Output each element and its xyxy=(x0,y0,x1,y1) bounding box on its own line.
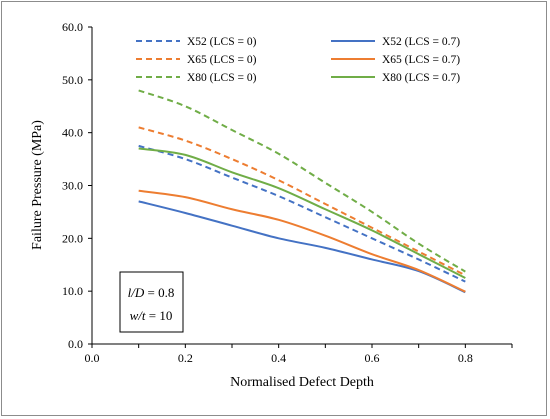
y-tick-label: 40.0 xyxy=(62,126,83,140)
series-line-x52-lcs-0 xyxy=(138,144,466,283)
series-layer xyxy=(138,89,466,294)
x-axis-title: Normalised Defect Depth xyxy=(230,375,374,390)
x-tick-label: 0.2 xyxy=(178,351,193,365)
annotation-line-1: l/D = 0.8 xyxy=(128,285,175,300)
x-tick-label: 0.0 xyxy=(85,351,100,365)
annotation-line-2: w/t = 10 xyxy=(130,308,173,323)
x-tick-label: 0.6 xyxy=(365,351,380,365)
y-tick-label: 50.0 xyxy=(62,73,83,87)
y-tick-label: 20.0 xyxy=(62,231,83,245)
series-line-x65-lcs-0 xyxy=(138,126,466,277)
legend-label: X52 (LCS = 0.7) xyxy=(382,36,460,48)
y-tick-label: 30.0 xyxy=(62,179,83,193)
legend-label: X80 (LCS = 0.7) xyxy=(382,72,460,84)
x-tick-label: 0.8 xyxy=(458,351,473,365)
series-line-x52-lcs-0-7 xyxy=(138,200,466,294)
y-tick-label: 0.0 xyxy=(68,337,83,351)
legend: X52 (LCS = 0) X65 (LCS = 0) X80 (LCS = 0) X… xyxy=(136,36,460,84)
legend-label: X80 (LCS = 0) xyxy=(187,72,257,84)
y-tick-label: 10.0 xyxy=(62,284,83,298)
x-axis-ticks: 0.0 0.2 0.4 0.6 0.8 xyxy=(85,344,513,365)
y-axis-ticks: 0.0 10.0 20.0 30.0 40.0 50.0 60.0 xyxy=(62,20,92,351)
series-line-x65-lcs-0-7 xyxy=(138,189,466,293)
series-line-x80-lcs-0 xyxy=(138,89,466,273)
y-tick-label: 60.0 xyxy=(62,20,83,34)
series-line-x80-lcs-0-7 xyxy=(138,147,466,279)
x-tick-label: 0.4 xyxy=(271,351,286,365)
legend-label: X65 (LCS = 0.7) xyxy=(382,54,460,66)
legend-label: X65 (LCS = 0) xyxy=(187,54,257,66)
legend-label: X52 (LCS = 0) xyxy=(187,36,257,48)
annotation-box: l/D = 0.8 w/t = 10 xyxy=(119,271,184,333)
y-axis-title: Failure Pressure (MPa) xyxy=(30,120,45,250)
